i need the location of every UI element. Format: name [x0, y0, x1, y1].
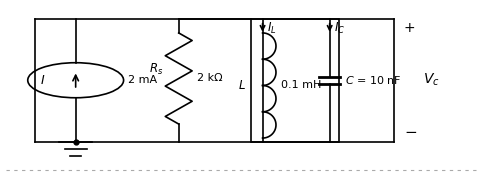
- Text: $I$: $I$: [40, 74, 45, 87]
- Text: 0.1 mH: 0.1 mH: [281, 80, 321, 90]
- Text: $L$: $L$: [238, 79, 246, 92]
- Text: $C$ = 10 nF: $C$ = 10 nF: [345, 74, 402, 86]
- Text: $I_C$: $I_C$: [335, 21, 346, 36]
- Text: 2 mA: 2 mA: [128, 75, 158, 85]
- Bar: [251, 19, 339, 142]
- Text: $I_L$: $I_L$: [268, 21, 277, 36]
- Text: $R_s$: $R_s$: [148, 62, 163, 77]
- Text: −: −: [404, 125, 416, 140]
- Text: +: +: [404, 21, 415, 35]
- Text: $V_c$: $V_c$: [423, 72, 440, 88]
- Text: 2 kΩ: 2 kΩ: [197, 74, 223, 83]
